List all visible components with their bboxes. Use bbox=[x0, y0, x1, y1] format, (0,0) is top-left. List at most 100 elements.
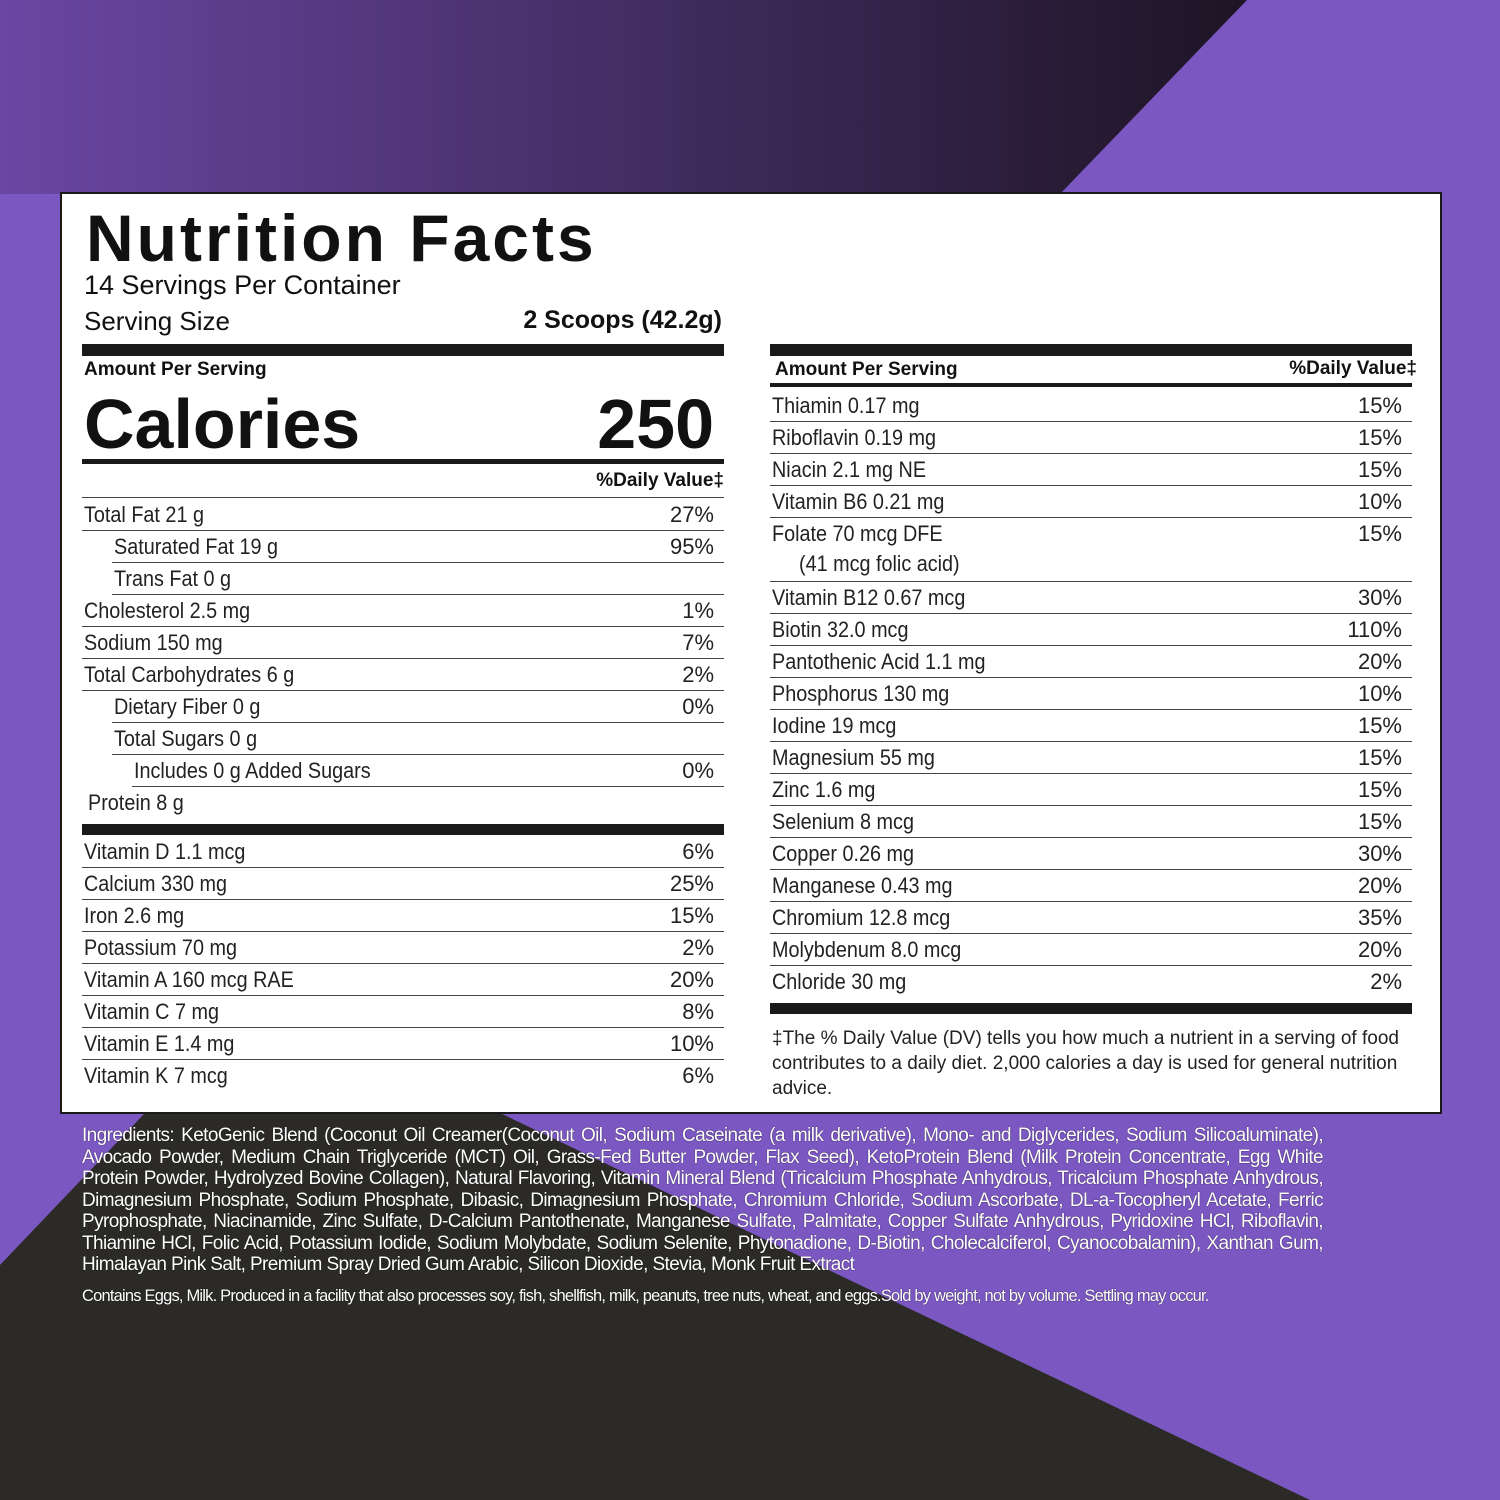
nutrient-label: Phosphorus 130 mg bbox=[772, 680, 950, 706]
nutrient-label: Thiamin 0.17 mg bbox=[772, 392, 920, 418]
nutrient-label: Niacin 2.1 mg NE bbox=[772, 456, 927, 482]
daily-value-percent: 1% bbox=[682, 597, 714, 623]
daily-value-percent: 110% bbox=[1347, 616, 1402, 642]
nutrient-row: Vitamin B6 0.21 mg 10% bbox=[770, 486, 1412, 518]
nutrient-label: Biotin 32.0 mcg bbox=[772, 616, 909, 642]
daily-value-percent: 8% bbox=[682, 998, 714, 1024]
allergen-statement: Contains Eggs, Milk. Produced in a facil… bbox=[82, 1287, 1209, 1305]
nutrient-list: Total Fat 21 g 27% Saturated Fat 19 g 95% Tr… bbox=[82, 499, 724, 819]
serving-size-value: 2 Scoops (42.2g) bbox=[523, 306, 722, 334]
nutrition-facts-panel: Nutrition Facts 14 Servings Per Containe… bbox=[60, 192, 1442, 1114]
ingredients-text: Ingredients: KetoGenic Blend (Coconut Oi… bbox=[82, 1125, 1324, 1275]
nutrient-row: Folate 70 mcg DFE (41 mcg folic acid) 15% bbox=[770, 518, 1412, 582]
nutrient-row: Saturated Fat 19 g 95% bbox=[112, 531, 724, 563]
nutrient-row: Potassium 70 mg 2% bbox=[82, 932, 724, 964]
nutrient-label: Vitamin A 160 mcg RAE bbox=[84, 966, 294, 992]
gradient-band bbox=[0, 0, 1247, 194]
servings-per-container: 14 Servings Per Container bbox=[84, 270, 401, 300]
micronutrient-list: Thiamin 0.17 mg 15% Riboflavin 0.19 mg 15% N… bbox=[770, 390, 1412, 998]
nutrient-label: Iron 2.6 mg bbox=[84, 902, 185, 928]
daily-value-percent: 20% bbox=[1357, 936, 1402, 962]
nutrient-row: Niacin 2.1 mg NE 15% bbox=[770, 454, 1412, 486]
nutrient-label: Protein 8 g bbox=[88, 790, 184, 815]
nutrient-label: Manganese 0.43 mg bbox=[772, 872, 953, 898]
nutrient-row: Cholesterol 2.5 mg 1% bbox=[82, 595, 724, 627]
nutrient-row: Total Carbohydrates 6 g 2% bbox=[82, 659, 724, 691]
dark-diagonal-band bbox=[0, 1113, 1310, 1500]
nutrient-row: Selenium 8 mcg 15% bbox=[770, 806, 1412, 838]
nutrient-row: Vitamin C 7 mg 8% bbox=[82, 996, 724, 1028]
nutrient-label: Zinc 1.6 mg bbox=[772, 776, 876, 802]
daily-value-percent: 2% bbox=[682, 661, 714, 687]
nutrient-label: Iodine 19 mcg bbox=[772, 712, 897, 738]
thick-divider-right bbox=[770, 344, 1412, 356]
nutrient-label: Selenium 8 mcg bbox=[772, 808, 914, 834]
nutrient-label: Total Fat 21 g bbox=[84, 501, 204, 527]
nutrient-label: Total Carbohydrates 6 g bbox=[84, 661, 295, 687]
nutrient-row: Zinc 1.6 mg 15% bbox=[770, 774, 1412, 806]
nutrient-label: Chloride 30 mg bbox=[772, 969, 907, 994]
amount-per-serving-left: Amount Per Serving bbox=[84, 359, 267, 380]
thin-divider bbox=[82, 497, 724, 498]
nutrient-row: Total Fat 21 g 27% bbox=[82, 499, 724, 531]
nutrient-label: Molybdenum 8.0 mcg bbox=[772, 936, 962, 962]
amount-per-serving-right: Amount Per Serving bbox=[775, 359, 958, 380]
nutrient-row: Includes 0 g Added Sugars 0% bbox=[132, 755, 724, 787]
daily-value-percent: 15% bbox=[1357, 424, 1402, 450]
nutrient-row: Protein 8 g bbox=[82, 787, 724, 819]
daily-value-percent: 10% bbox=[1357, 488, 1402, 514]
nutrient-label: Cholesterol 2.5 mg bbox=[84, 597, 251, 623]
nutrient-row: Biotin 32.0 mcg 110% bbox=[770, 614, 1412, 646]
daily-value-percent: 35% bbox=[1357, 904, 1402, 930]
daily-value-percent: 6% bbox=[682, 838, 714, 864]
nutrient-sublabel: (41 mcg folic acid) bbox=[799, 551, 960, 576]
daily-value-percent: 20% bbox=[1357, 648, 1402, 674]
nutrient-label: Trans Fat 0 g bbox=[114, 565, 232, 591]
daily-value-percent: 10% bbox=[669, 1030, 714, 1056]
nutrient-row: Magnesium 55 mg 15% bbox=[770, 742, 1412, 774]
nutrient-row: Vitamin K 7 mcg 6% bbox=[82, 1060, 724, 1092]
nutrient-row: Phosphorus 130 mg 10% bbox=[770, 678, 1412, 710]
daily-value-percent: 27% bbox=[669, 501, 714, 527]
calories-divider bbox=[82, 459, 724, 464]
label-title: Nutrition Facts bbox=[86, 201, 597, 275]
daily-value-percent: 0% bbox=[682, 693, 714, 719]
nutrient-label: Total Sugars 0 g bbox=[114, 725, 258, 751]
nutrient-row: Chromium 12.8 mcg 35% bbox=[770, 902, 1412, 934]
daily-value-percent: 10% bbox=[1357, 680, 1402, 706]
nutrient-label: Vitamin C 7 mg bbox=[84, 998, 219, 1024]
nutrient-label: Pantothenic Acid 1.1 mg bbox=[772, 648, 986, 674]
nutrient-row: Calcium 330 mg 25% bbox=[82, 868, 724, 900]
nutrient-row: Manganese 0.43 mg 20% bbox=[770, 870, 1412, 902]
daily-value-percent: 25% bbox=[669, 870, 714, 896]
daily-value-percent: 15% bbox=[669, 902, 714, 928]
daily-value-header-left: %Daily Value‡ bbox=[596, 470, 724, 491]
calories-value: 250 bbox=[597, 385, 714, 463]
nutrient-row: Vitamin E 1.4 mg 10% bbox=[82, 1028, 724, 1060]
daily-value-percent: 15% bbox=[1357, 744, 1402, 770]
nutrient-row: Dietary Fiber 0 g 0% bbox=[112, 691, 724, 723]
daily-value-percent: 15% bbox=[1357, 776, 1402, 802]
nutrient-row: Iodine 19 mcg 15% bbox=[770, 710, 1412, 742]
thick-divider bbox=[82, 344, 724, 356]
nutrient-label: Magnesium 55 mg bbox=[772, 744, 935, 770]
nutrient-row: Vitamin A 160 mcg RAE 20% bbox=[82, 964, 724, 996]
daily-value-percent: 15% bbox=[1357, 712, 1402, 738]
nutrient-label: Vitamin B6 0.21 mg bbox=[772, 488, 945, 514]
nutrient-label: Copper 0.26 mg bbox=[772, 840, 914, 866]
nutrient-label: Riboflavin 0.19 mg bbox=[772, 424, 936, 450]
daily-value-percent: 20% bbox=[669, 966, 714, 992]
nutrient-label: Sodium 150 mg bbox=[84, 629, 223, 655]
nutrient-label: Vitamin D 1.1 mcg bbox=[84, 838, 246, 864]
vitamin-list: Vitamin D 1.1 mcg 6% Calcium 330 mg 25% Iron… bbox=[82, 836, 724, 1092]
thick-divider-vitamins bbox=[82, 824, 724, 835]
daily-value-percent: 95% bbox=[669, 533, 714, 559]
daily-value-percent: 15% bbox=[1357, 392, 1402, 418]
nutrient-row: Sodium 150 mg 7% bbox=[82, 627, 724, 659]
nutrient-row: Trans Fat 0 g bbox=[112, 563, 724, 595]
thick-divider-bottom-right bbox=[770, 1003, 1412, 1014]
serving-size-label: Serving Size bbox=[84, 306, 230, 336]
daily-value-footnote: ‡The % Daily Value (DV) tells you how mu… bbox=[772, 1028, 1399, 1099]
daily-value-percent: 2% bbox=[682, 934, 714, 960]
nutrient-label: Calcium 330 mg bbox=[84, 870, 228, 896]
